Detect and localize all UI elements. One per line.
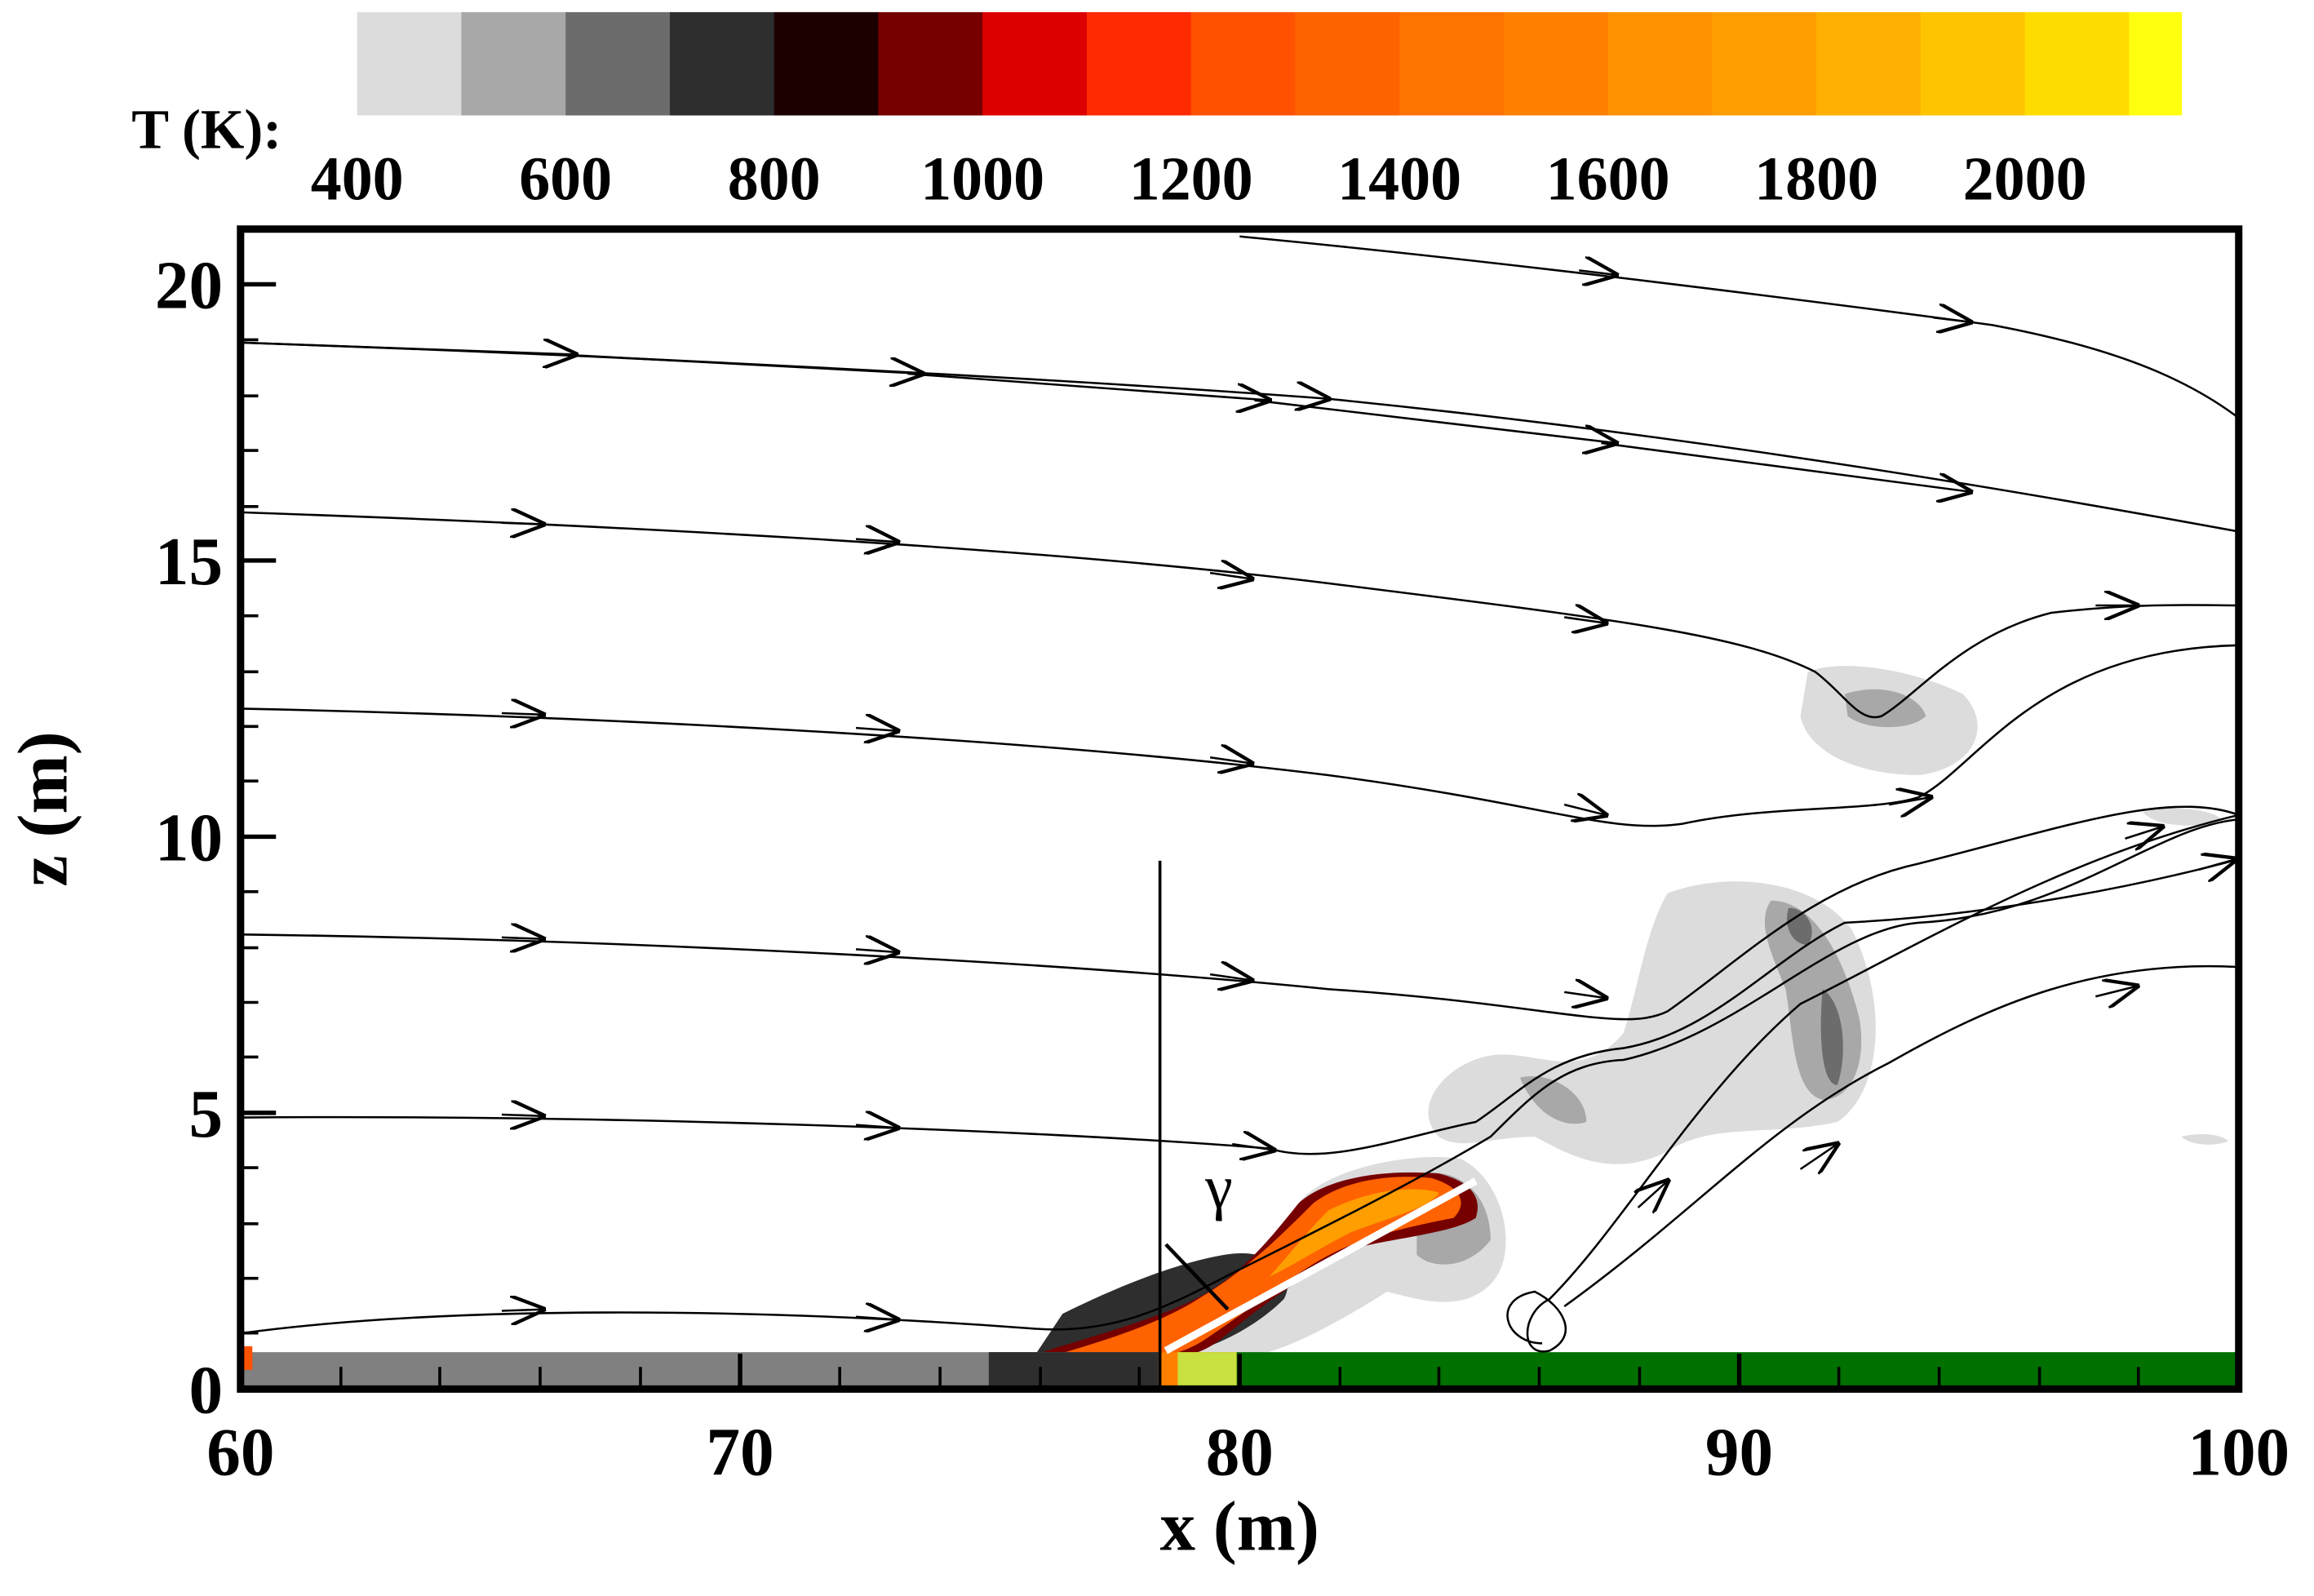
y-tick-label: 5: [189, 1076, 224, 1151]
colorbar-swatch: [1190, 11, 1297, 116]
y-tick-label: 15: [155, 524, 223, 599]
colorbar-tick-label: 800: [728, 145, 821, 214]
x-tick-label: 60: [206, 1414, 274, 1489]
colorbar-swatch: [669, 11, 775, 116]
colorbar-swatch: [1920, 11, 2026, 116]
annotation-lines: [1158, 860, 1478, 1390]
plot-frame: [237, 225, 2243, 1393]
colorbar-swatch: [461, 11, 567, 116]
x-tick-label: 90: [1705, 1414, 1773, 1489]
colorbar-swatch: [357, 11, 463, 116]
x-axis-label: x (m): [1160, 1487, 1319, 1566]
colorbar-swatch: [1816, 11, 1922, 116]
colorbar-swatch: [1503, 11, 1609, 116]
colorbar-swatch: [774, 11, 880, 116]
x-tick-label: 100: [2188, 1414, 2290, 1489]
y-tick-label: 10: [155, 800, 223, 875]
x-tick-label: 80: [1206, 1414, 1274, 1489]
streamlines: [243, 235, 2238, 1353]
minor-ticks: [239, 338, 2140, 1390]
colorbar-tick-label: 1400: [1337, 145, 1461, 214]
colorbar-tick-label: 1000: [920, 145, 1044, 214]
colorbar-tick-label: 600: [519, 145, 612, 214]
colorbar: 400 600 800 1000 1200 1400 1600 1800 2000: [311, 11, 2183, 214]
colorbar-swatch: [1086, 11, 1192, 116]
angle-label: γ: [1204, 1153, 1233, 1221]
colorbar-tick-label: 1600: [1546, 145, 1670, 214]
colorbar-tick-label: 1200: [1129, 145, 1253, 214]
x-tick-label: 70: [706, 1414, 774, 1489]
colorbar-swatch: [1607, 11, 1713, 116]
colorbar-tick-label: 2000: [1963, 145, 2087, 214]
colorbar-swatch: [565, 11, 671, 116]
y-tick-label: 0: [189, 1352, 224, 1427]
colorbar-tick-label: 400: [311, 145, 404, 214]
colorbar-label: T (K):: [131, 98, 281, 160]
y-tick-label: 20: [155, 247, 223, 322]
colorbar-swatch: [982, 11, 1088, 116]
y-axis-label: z (m): [3, 731, 82, 886]
colorbar-swatch: [1399, 11, 1505, 116]
axes: 60 70 80 90 100 0 5 10 15 20: [155, 247, 2290, 1489]
colorbar-swatch: [2129, 11, 2183, 116]
colorbar-swatch: [878, 11, 984, 116]
colorbar-swatch: [1712, 11, 1818, 116]
colorbar-swatch: [1295, 11, 1401, 116]
colorbar-tick-label: 1800: [1754, 145, 1878, 214]
colorbar-swatch: [2024, 11, 2130, 116]
